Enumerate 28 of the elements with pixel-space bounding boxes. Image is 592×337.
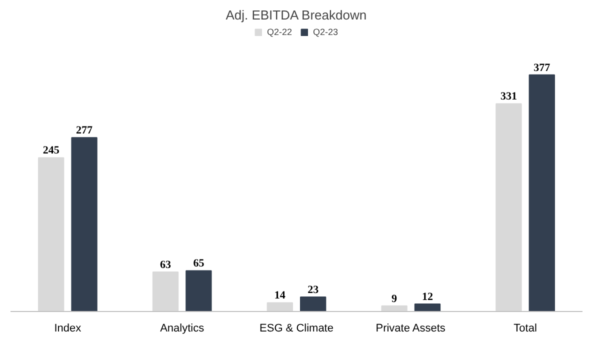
bar xyxy=(381,305,408,312)
x-tick-label: Analytics xyxy=(160,322,205,334)
bar xyxy=(528,74,555,312)
x-tick-label: ESG & Climate xyxy=(260,322,334,334)
data-label: 277 xyxy=(76,124,94,137)
bar xyxy=(266,302,293,312)
bar xyxy=(186,270,212,312)
legend-label: Q2-22 xyxy=(266,27,292,37)
data-label: 23 xyxy=(308,284,320,296)
x-tick-label: Total xyxy=(514,322,537,334)
data-label: 14 xyxy=(274,290,286,302)
x-tick-label: Index xyxy=(54,322,82,334)
bar xyxy=(152,271,179,312)
data-label: 9 xyxy=(392,292,398,305)
bar xyxy=(71,137,98,312)
data-label: 12 xyxy=(422,290,434,303)
data-label: 65 xyxy=(193,258,205,270)
x-tick-label: Private Assets xyxy=(376,322,446,334)
data-label: 377 xyxy=(534,62,551,74)
data-label: 63 xyxy=(160,258,172,271)
data-label: 331 xyxy=(500,90,517,103)
bar xyxy=(38,157,64,312)
legend-label: Q2-23 xyxy=(313,27,338,37)
bar xyxy=(414,303,441,312)
data-label: 245 xyxy=(42,144,60,157)
bar xyxy=(496,103,522,312)
chart-title: Adj. EBITDA Breakdown xyxy=(226,8,367,22)
bar xyxy=(300,296,326,312)
